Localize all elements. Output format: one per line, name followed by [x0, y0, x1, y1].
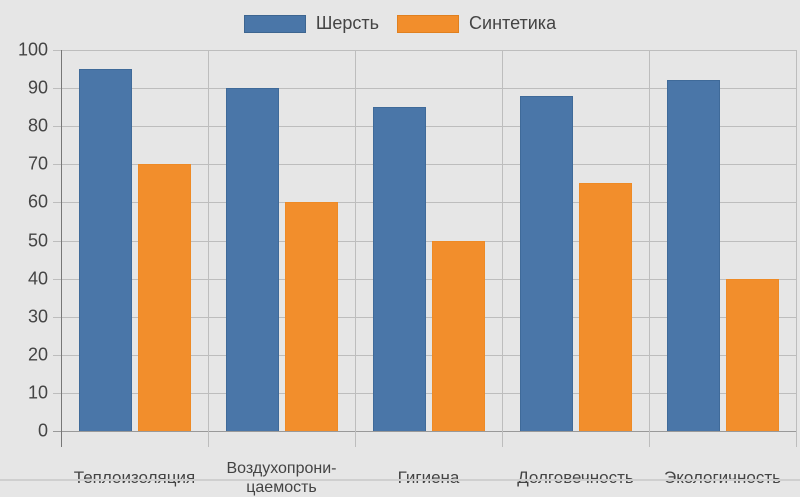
- bar-wool: [372, 107, 426, 431]
- y-tick-label: 100: [17, 39, 48, 60]
- gridline: [53, 88, 796, 90]
- bar-synthetic: [578, 183, 632, 431]
- y-tick-label: 0: [37, 420, 48, 441]
- chart-bottom-border: [0, 479, 800, 481]
- y-tick-label: 80: [27, 115, 48, 136]
- bar-synthetic: [284, 202, 338, 431]
- category-separator: [355, 50, 356, 447]
- y-tick-label: 10: [27, 382, 48, 403]
- category-separator: [649, 50, 650, 447]
- bar-wool: [225, 88, 279, 431]
- plot-area: 0 10 20 30 40 50 60 70 80 90 100 Теплоизоляция Возду…: [18, 40, 797, 496]
- x-tick-label: Теплоизоляция: [73, 468, 196, 487]
- x-tick-label: Воздухопрони-цаемость: [226, 460, 337, 496]
- bar-synthetic: [137, 164, 191, 431]
- category-separator: [502, 50, 503, 447]
- y-axis: [61, 50, 62, 447]
- y-tick-label: 90: [27, 77, 48, 98]
- chart-legend: Шерсть Синтетика: [0, 13, 800, 34]
- bar-synthetic: [431, 240, 485, 431]
- legend-label-synthetic: Синтетика: [469, 13, 557, 33]
- legend-swatch-synthetic: [397, 14, 460, 33]
- category-separator: [208, 50, 209, 447]
- gridline: [53, 50, 796, 51]
- category-separator: [796, 50, 797, 447]
- y-tick-label: 40: [27, 268, 48, 289]
- y-tick-label: 50: [27, 230, 48, 250]
- legend-item-synthetic: Синтетика: [397, 13, 556, 34]
- y-tick-label: 30: [27, 306, 48, 327]
- y-tick-label: 70: [27, 153, 48, 174]
- x-tick-label: Гигиена: [397, 468, 460, 487]
- bar-wool: [519, 95, 573, 431]
- legend-swatch-wool: [243, 14, 306, 33]
- bar-wool: [78, 69, 132, 431]
- bar-synthetic: [725, 278, 779, 431]
- gridline: [53, 431, 796, 432]
- x-tick-label: Долговечность: [517, 468, 634, 487]
- bar-wool: [666, 80, 720, 431]
- legend-label-wool: Шерсть: [315, 13, 380, 33]
- y-tick-label: 20: [27, 344, 48, 365]
- y-tick-label: 60: [27, 191, 48, 212]
- x-tick-label: Экологичность: [663, 468, 782, 487]
- legend-item-wool: Шерсть: [243, 13, 380, 34]
